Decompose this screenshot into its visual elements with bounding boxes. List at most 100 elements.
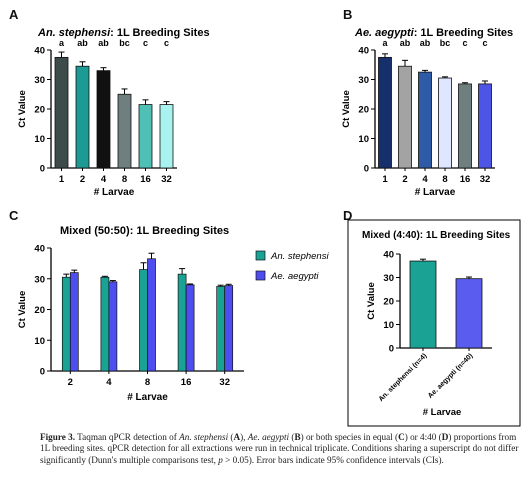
chart-a-significance-letter: bc xyxy=(119,38,130,48)
chart-b-x-tick-label: 8 xyxy=(442,174,447,185)
chart-d-frame xyxy=(347,219,521,427)
chart-c-bar-series-2 xyxy=(224,285,234,372)
chart-panel-c: Mixed (50:50): 1L Breeding Sites 0 10 20 30 4… xyxy=(17,225,329,403)
panel-letter-d: D xyxy=(343,208,353,223)
caption-label: Figure 3. xyxy=(40,432,76,442)
chart-d-bar xyxy=(409,260,437,349)
caption-ref-c: C xyxy=(398,432,405,442)
caption-p: p xyxy=(218,454,223,465)
chart-d-x-tick-label: An. stephensi (n=4) xyxy=(378,352,429,403)
chart-c-x-tick-label: 32 xyxy=(219,377,230,388)
chart-c-bar-series-2 xyxy=(69,272,79,372)
chart-d-y-tick-label: 40 xyxy=(383,250,394,261)
chart-c-title: Mixed (50:50): 1L Breeding Sites xyxy=(60,225,229,237)
chart-panel-d: Mixed (4:40): 1L Breeding Sites 0 10 20 30 40… xyxy=(347,219,521,427)
chart-a-bar xyxy=(159,104,174,169)
chart-b-y-tick-label: 20 xyxy=(358,105,369,116)
chart-d-x-axis-label: # Larvae xyxy=(423,407,462,418)
chart-b-y-tick-label: 30 xyxy=(358,75,369,86)
chart-a-y-tick-label: 30 xyxy=(34,75,45,86)
caption-species-1: An. stephensi xyxy=(179,432,229,442)
chart-a-x-tick-label: 2 xyxy=(80,174,85,185)
chart-a-x-tick-label: 32 xyxy=(161,174,172,185)
chart-b-bar xyxy=(478,83,492,169)
chart-c-bar-series-2 xyxy=(108,281,118,372)
chart-a-x-tick-label: 4 xyxy=(101,174,107,185)
chart-a-y-axis-label: Ct Value xyxy=(17,90,28,128)
chart-c-y-axis-label: Ct Value xyxy=(17,291,28,329)
chart-b-significance-letter: ab xyxy=(420,38,431,48)
chart-c-bar-series-2 xyxy=(185,284,195,372)
chart-a-x-tick-label: 8 xyxy=(122,174,127,185)
chart-panel-b: Ae. aegypti: 1L Breeding Sites 0 10 20 30 40 C… xyxy=(341,27,513,198)
chart-c-y-tick-label: 20 xyxy=(34,305,45,316)
chart-b-bar xyxy=(398,65,412,169)
chart-c-x-tick-label: 2 xyxy=(68,377,73,388)
chart-a-title: An. stephensi: 1L Breeding Sites xyxy=(37,27,210,39)
chart-a-significance-letter: c xyxy=(143,38,148,48)
caption-ref-a: A xyxy=(233,432,241,442)
chart-b-significance-letter: c xyxy=(482,38,487,48)
chart-a-significance-letter: ab xyxy=(98,38,109,48)
legend-swatch-2 xyxy=(255,270,266,281)
chart-d-title: Mixed (4:40): 1L Breeding Sites xyxy=(362,230,511,241)
chart-b-significance-letter: a xyxy=(382,38,388,48)
chart-a-bar xyxy=(54,56,69,169)
chart-c-x-tick-label: 8 xyxy=(145,377,150,388)
chart-b-y-tick-label: 40 xyxy=(358,46,369,57)
chart-a-title-species: An. stephensi xyxy=(37,27,111,39)
chart-a-significance-letter: a xyxy=(59,38,65,48)
chart-c-bar-series-1 xyxy=(216,286,226,372)
chart-c-bar-series-1 xyxy=(177,273,187,372)
chart-b-x-tick-label: 32 xyxy=(480,174,491,185)
chart-a-y-tick-label: 10 xyxy=(34,134,45,145)
chart-b-title-species: Ae. aegypti xyxy=(354,27,415,39)
panel-letter-a: A xyxy=(9,7,19,22)
caption-text-8: > 0.05). Error bars indicate 95% confide… xyxy=(222,454,444,465)
figure-caption: Figure 3. Taqman qPCR detection of An. s… xyxy=(40,432,520,466)
legend-label-1: An. stephensi xyxy=(270,251,329,262)
chart-b-x-axis-label: # Larvae xyxy=(415,187,456,198)
chart-a-significance-letter: c xyxy=(164,38,169,48)
chart-c-x-tick-label: 16 xyxy=(181,377,192,388)
caption-text-4: ( xyxy=(289,432,295,442)
chart-a-x-tick-label: 16 xyxy=(140,174,151,185)
caption-text-6: ) or 4:40 ( xyxy=(404,432,442,442)
caption-ref-b: B xyxy=(294,432,301,442)
chart-b-title-rest: : 1L Breeding Sites xyxy=(414,27,513,39)
chart-b-x-tick-label: 16 xyxy=(460,174,471,185)
chart-a-title-rest: : 1L Breeding Sites xyxy=(110,27,209,39)
panel-letter-b: B xyxy=(343,7,353,22)
chart-c-bar-series-1 xyxy=(100,276,110,372)
caption-species-2: Ae. aegypti xyxy=(247,432,290,442)
chart-d-y-tick-label: 30 xyxy=(383,273,394,284)
chart-d-bar xyxy=(455,278,483,349)
chart-c-y-tick-label: 0 xyxy=(40,367,45,378)
caption-text-5: ) or both species in equal ( xyxy=(300,432,399,442)
chart-b-bar xyxy=(378,56,392,169)
chart-d-y-tick-label: 10 xyxy=(383,320,394,331)
caption-text-2: ( xyxy=(228,432,234,442)
chart-d-y-tick-label: 0 xyxy=(389,344,394,355)
legend-swatch-1 xyxy=(255,250,266,261)
chart-a-significance-letter: ab xyxy=(77,38,88,48)
legend-label-2: Ae. aegypti xyxy=(270,271,319,282)
chart-b-x-tick-label: 4 xyxy=(422,174,428,185)
chart-a-x-axis-label: # Larvae xyxy=(94,187,135,198)
chart-b-bar xyxy=(458,83,472,169)
chart-c-y-tick-label: 40 xyxy=(34,244,45,255)
chart-a-y-tick-label: 20 xyxy=(34,105,45,116)
chart-b-bar xyxy=(438,77,452,169)
panel-letter-c: C xyxy=(9,208,19,223)
chart-c-y-tick-label: 30 xyxy=(34,274,45,285)
chart-a-x-tick-label: 1 xyxy=(59,174,65,185)
chart-d-y-tick-label: 20 xyxy=(383,297,394,308)
chart-c-bar-series-2 xyxy=(147,258,156,372)
chart-c-y-tick-label: 10 xyxy=(34,336,45,347)
chart-b-significance-letter: ab xyxy=(400,38,411,48)
caption-text-7: ) proportions from 1L breeding sites. qP… xyxy=(40,432,519,465)
chart-b-bar xyxy=(418,71,432,169)
chart-b-significance-letter: bc xyxy=(440,38,451,48)
chart-c-x-tick-label: 4 xyxy=(106,377,112,388)
chart-c-x-axis-label: # Larvae xyxy=(127,392,168,403)
